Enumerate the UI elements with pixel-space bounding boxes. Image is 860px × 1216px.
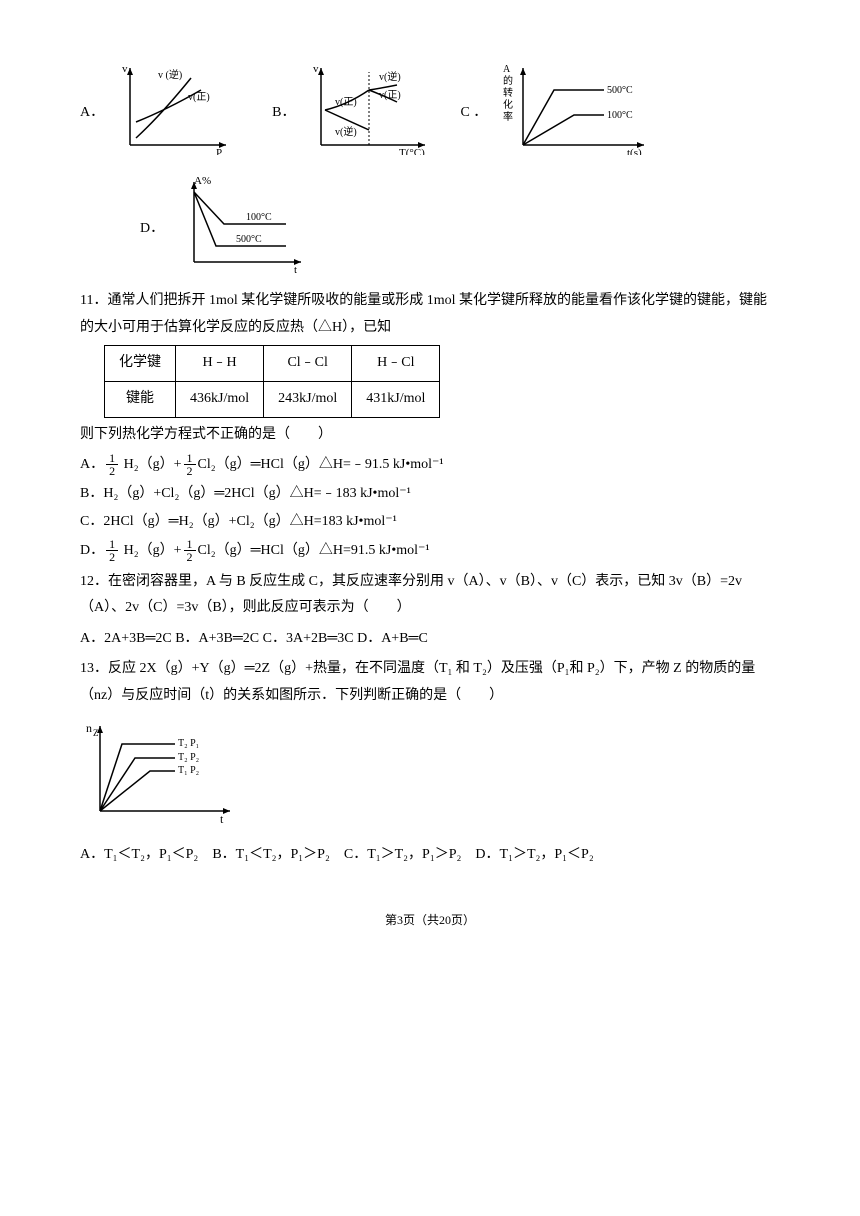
svg-text:的: 的 — [503, 74, 513, 87]
svg-text:v: v — [313, 63, 319, 75]
svg-text:转: 转 — [503, 86, 513, 99]
svg-text:100°C: 100°C — [246, 212, 272, 223]
svg-text:n: n — [86, 721, 92, 735]
q10-options-row2: D． A% t 100°C 500°C — [80, 174, 780, 285]
svg-text:P: P — [216, 147, 222, 155]
graph-b: v T(°C) v(逆) v(正) v(正) v(逆) — [307, 60, 432, 166]
cell: 键能 — [105, 381, 176, 417]
q11-prompt: 则下列热化学方程式不正确的是（ ） — [80, 422, 780, 449]
cell: 化学键 — [105, 346, 176, 382]
fraction-icon: 12 — [106, 452, 118, 477]
svg-text:v(逆): v(逆) — [335, 125, 357, 138]
svg-text:500°C: 500°C — [236, 234, 262, 245]
svg-text:v(正): v(正) — [188, 92, 210, 103]
opt-b-label: B． — [272, 100, 295, 127]
q11-opt-d: D．12 H₂（g）+12Cl₂（g）═HCl（g）△H=91.5 kJ•mol… — [80, 538, 780, 565]
cell: Cl﹣Cl — [264, 346, 352, 382]
svg-text:100°C: 100°C — [607, 110, 633, 121]
opt-d-label: D． — [140, 216, 164, 243]
svg-text:v(正): v(正) — [379, 90, 401, 101]
q11-opt-c: C．2HCl（g）═H₂（g）+Cl₂（g）△H=183 kJ•mol⁻¹ — [80, 509, 780, 536]
opt-a-end: Cl₂（g）═HCl（g）△H=﹣91.5 kJ•mol⁻¹ — [198, 457, 444, 472]
opt-d-end: Cl₂（g）═HCl（g）△H=91.5 kJ•mol⁻¹ — [198, 543, 430, 558]
opt-c-label: C ． — [460, 100, 487, 127]
svg-text:A: A — [503, 64, 511, 75]
svg-text:T₁ P₂: T₁ P₂ — [178, 765, 199, 776]
q11-opt-b: B．H₂（g）+Cl₂（g）═2HCl（g）△H=﹣183 kJ•mol⁻¹ — [80, 481, 780, 508]
fraction-icon: 12 — [106, 538, 118, 563]
q13-opt-b: B．T₁＜T₂，P₁＞P₂ — [212, 842, 330, 869]
svg-text:v (逆): v (逆) — [158, 68, 182, 81]
q11-table: 化学键 H﹣H Cl﹣Cl H﹣Cl 键能 436kJ/mol 243kJ/mo… — [104, 345, 440, 417]
svg-text:v: v — [122, 63, 128, 75]
svg-text:t: t — [294, 264, 297, 274]
cell: 431kJ/mol — [352, 381, 440, 417]
q13-opt-a: A．T₁＜T₂，P₁＜P₂ — [80, 842, 198, 869]
svg-text:Z: Z — [93, 728, 99, 738]
q13-intro: 13．反应 2X（g）+Y（g）═2Z（g）+热量，在不同温度（T₁ 和 T₂）… — [80, 656, 780, 709]
page-footer: 第3页（共20页） — [80, 909, 780, 932]
opt-a-mid: H₂（g）+ — [120, 457, 181, 472]
fraction-icon: 12 — [184, 538, 196, 563]
q10-options-row1: A． v P v (逆) v(正) B． v T(°C) — [80, 60, 780, 166]
svg-text:v(正): v(正) — [335, 97, 357, 108]
table-row: 化学键 H﹣H Cl﹣Cl H﹣Cl — [105, 346, 440, 382]
cell: 436kJ/mol — [176, 381, 264, 417]
svg-text:T(°C): T(°C) — [399, 147, 425, 155]
svg-text:化: 化 — [503, 98, 513, 111]
q11-intro: 11．通常人们把拆开 1mol 某化学键所吸收的能量或形成 1mol 某化学键所… — [80, 288, 780, 341]
q13-opt-c: C．T₁＞T₂，P₁＞P₂ — [344, 842, 462, 869]
fraction-icon: 12 — [184, 452, 196, 477]
svg-text:率: 率 — [503, 110, 513, 123]
q12-opts: A．2A+3B═2C B．A+3B═2C C．3A+2B═3C D．A+B═C — [80, 626, 780, 653]
graph-c: A 的 转 化 率 t(s) 500°C 100°C — [499, 60, 649, 166]
cell: H﹣H — [176, 346, 264, 382]
q13-opt-d: D．T₁＞T₂，P₁＜P₂ — [475, 842, 593, 869]
graph-d: A% t 100°C 500°C — [176, 174, 306, 285]
svg-text:v(逆): v(逆) — [379, 70, 401, 83]
opt-a-label: A． — [80, 100, 104, 127]
opt-d-mid: H₂（g）+ — [120, 543, 181, 558]
q13-graph: nZ t T₂ P₁ T₂ P₂ T₁ P₂ — [80, 716, 780, 837]
svg-text:t: t — [220, 812, 224, 826]
opt-a-prefix: A． — [80, 457, 104, 472]
table-row: 键能 436kJ/mol 243kJ/mol 431kJ/mol — [105, 381, 440, 417]
cell: 243kJ/mol — [264, 381, 352, 417]
opt-d-prefix: D． — [80, 543, 104, 558]
svg-text:A%: A% — [194, 175, 211, 187]
svg-text:T₂ P₂: T₂ P₂ — [178, 752, 199, 763]
svg-text:T₂ P₁: T₂ P₁ — [178, 738, 199, 749]
svg-text:t(s): t(s) — [627, 147, 642, 155]
q11-opt-a: A．12 H₂（g）+12Cl₂（g）═HCl（g）△H=﹣91.5 kJ•mo… — [80, 452, 780, 479]
graph-a: v P v (逆) v(正) — [116, 60, 234, 166]
q13-options: A．T₁＜T₂，P₁＜P₂ B．T₁＜T₂，P₁＞P₂ C．T₁＞T₂，P₁＞P… — [80, 842, 780, 869]
q12-intro: 12．在密闭容器里，A 与 B 反应生成 C，其反应速率分别用 v（A）、v（B… — [80, 569, 780, 622]
svg-text:500°C: 500°C — [607, 85, 633, 96]
cell: H﹣Cl — [352, 346, 440, 382]
